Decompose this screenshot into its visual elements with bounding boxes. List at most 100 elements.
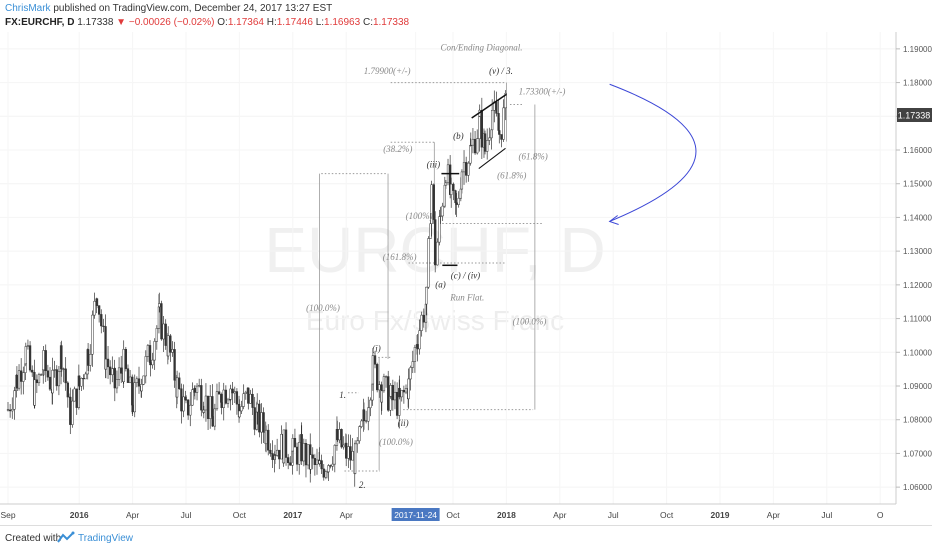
publish-line: ChrisMark published on TradingView.com, … xyxy=(5,3,332,14)
candle-body xyxy=(13,390,16,410)
wave-label: (100.0%) xyxy=(513,316,547,326)
candle-body xyxy=(459,188,462,199)
candle-body xyxy=(102,325,105,327)
candle-body xyxy=(373,355,377,365)
candle-body xyxy=(295,446,299,465)
candle-body xyxy=(117,367,121,380)
candle-body xyxy=(311,454,314,459)
candle-body xyxy=(146,345,150,357)
candle-body xyxy=(369,399,372,409)
candle-body xyxy=(476,138,479,154)
candle-body xyxy=(455,202,458,205)
candle-body xyxy=(380,390,383,403)
candle-body xyxy=(416,344,419,350)
candle-body xyxy=(439,215,442,217)
candle-body xyxy=(336,429,339,441)
candle-body xyxy=(318,460,321,464)
y-tick-label: 1.13000 xyxy=(903,247,932,256)
candle-body xyxy=(42,350,45,371)
candle-body xyxy=(478,115,481,139)
candle-body xyxy=(91,314,94,355)
candle-body xyxy=(178,377,181,390)
candle-body xyxy=(407,378,410,400)
wave-label: (iii) xyxy=(427,160,441,170)
candle-body xyxy=(235,391,239,405)
candle-body xyxy=(353,443,357,474)
candle-body xyxy=(131,404,134,413)
wave-label: (100.0%) xyxy=(306,303,340,313)
candle-body xyxy=(391,385,394,401)
candle-body xyxy=(44,350,47,372)
candle-body xyxy=(467,162,470,176)
price-chart[interactable]: EURCHF, D Euro Fx/Swiss Franc Con/Ending… xyxy=(0,32,932,525)
candle-body xyxy=(378,384,381,391)
candle-body xyxy=(387,376,390,411)
candle-body xyxy=(217,391,221,395)
candle-body xyxy=(356,440,359,445)
candle-body xyxy=(338,429,341,441)
candle-body xyxy=(262,412,265,433)
wave-label: (38.2%) xyxy=(383,144,412,154)
candle-body xyxy=(80,378,83,387)
candle-body xyxy=(471,138,475,146)
candle-body xyxy=(443,184,446,207)
candle-body xyxy=(64,368,67,384)
candle-body xyxy=(73,388,76,402)
close-label: C: xyxy=(362,17,373,28)
wave-label: 1.79900(+/-) xyxy=(364,66,411,76)
candle-body xyxy=(444,182,448,186)
candle-body xyxy=(430,184,433,224)
candle-body xyxy=(331,463,334,467)
candle-body xyxy=(202,409,205,413)
y-tick-label: 1.18000 xyxy=(903,79,932,88)
candle-body xyxy=(313,458,317,465)
x-tick-label: Apr xyxy=(767,510,780,520)
author-link[interactable]: ChrisMark xyxy=(5,3,51,14)
x-tick-label: Jul xyxy=(608,510,619,520)
price-axis[interactable]: 1.190001.180001.170001.160001.150001.140… xyxy=(896,45,932,492)
y-tick-label: 1.11000 xyxy=(903,315,932,324)
candle-body xyxy=(429,223,432,239)
candle-body xyxy=(413,347,417,362)
candle-body xyxy=(249,393,252,404)
candle-body xyxy=(184,399,188,401)
candle-body xyxy=(22,372,25,382)
wave-label: (v) / 3. xyxy=(489,66,513,76)
candle-body xyxy=(182,396,185,412)
wave-label: Run Flat. xyxy=(449,293,484,303)
y-tick-label: 1.16000 xyxy=(903,146,932,155)
candle-body xyxy=(11,408,14,412)
candle-body xyxy=(93,301,96,316)
candle-body xyxy=(324,471,328,478)
candle-body xyxy=(229,388,232,400)
candle-body xyxy=(382,376,386,392)
projection-curve xyxy=(609,83,697,222)
tradingview-brand[interactable]: TradingView xyxy=(78,533,134,544)
candle-body xyxy=(222,389,225,408)
candle-body xyxy=(135,378,139,383)
candle-body xyxy=(78,375,81,387)
created-with-text: Created with xyxy=(5,533,62,544)
candle-body xyxy=(204,395,208,411)
time-axis[interactable]: Sep 2016 Apr Jul Oct 2017 Apr 2017-11-24 Oct 2018… xyxy=(0,508,884,521)
candle-body xyxy=(327,465,330,473)
candle-body xyxy=(162,323,165,340)
candle-body xyxy=(128,376,132,383)
candle-body xyxy=(189,404,192,416)
candle-body xyxy=(450,183,453,195)
candle-body xyxy=(206,395,210,419)
candle-body xyxy=(51,369,54,394)
candle-body xyxy=(193,388,197,393)
candle-body xyxy=(452,183,455,191)
wave-label: 2. xyxy=(359,480,366,490)
candle-body xyxy=(106,358,110,368)
open-label: O: xyxy=(217,17,228,28)
trend-line xyxy=(471,93,507,119)
x-tick-label: Apr xyxy=(340,510,353,520)
candle-body xyxy=(15,374,19,389)
candle-body xyxy=(155,328,158,342)
candle-body xyxy=(82,378,85,380)
candle-body xyxy=(140,384,143,392)
candle-body xyxy=(267,429,270,451)
ohlc-line: FX:EURCHF, D 1.17338 ▼ −0.00026 (−0.02%)… xyxy=(5,17,409,28)
